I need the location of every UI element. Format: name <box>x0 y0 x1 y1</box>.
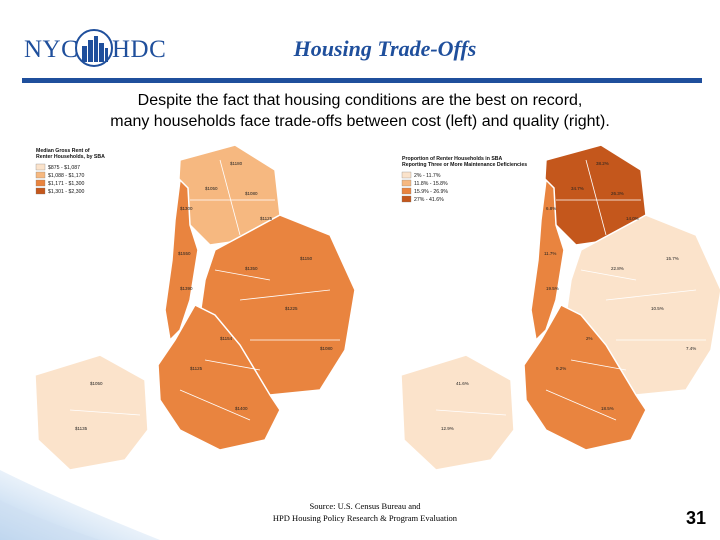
legend-label: $875 - $1,087 <box>48 165 80 171</box>
logo-text-left: NYC <box>24 36 79 63</box>
legend-label: 27% - 41.6% <box>414 197 444 203</box>
legend-swatch <box>401 187 412 195</box>
district-value-label: $1125 <box>260 216 273 221</box>
district-boundary <box>179 389 251 421</box>
legend-swatch <box>35 163 46 171</box>
legend-label: 2% - 11.7% <box>414 173 441 179</box>
district-boundary <box>580 269 637 281</box>
district-value-label: 38.2% <box>596 161 609 166</box>
legend-swatch <box>401 195 412 203</box>
district-value-label: 7.4% <box>686 346 696 351</box>
brooklyn-borough <box>523 304 647 451</box>
maintenance-deficiencies-map: Proportion of Renter Households in SBA R… <box>400 144 720 471</box>
district-value-label: 18.5% <box>601 406 614 411</box>
district-value-label: $1135 <box>75 426 88 431</box>
district-value-label: $1125 <box>190 366 203 371</box>
source-line-1: Source: U.S. Census Bureau and <box>309 501 421 511</box>
source-note: Source: U.S. Census Bureau and HPD Housi… <box>240 500 490 524</box>
district-value-label: 9.2% <box>556 366 566 371</box>
district-value-label: $1080 <box>245 191 258 196</box>
district-boundary <box>585 159 607 236</box>
district-boundary <box>605 289 697 301</box>
district-value-label: 15.7% <box>666 256 679 261</box>
district-value-label: 11.7% <box>544 251 556 256</box>
brooklyn-borough <box>157 304 281 451</box>
staten-island-borough <box>34 354 149 471</box>
corner-gradient-decoration <box>0 470 160 540</box>
district-value-label: 26.3% <box>611 191 624 196</box>
legend-label: 15.9% - 26.9% <box>414 189 448 195</box>
district-boundary <box>214 269 271 281</box>
district-value-label: $1300 <box>180 206 193 211</box>
district-value-label: $1400 <box>235 406 248 411</box>
subtitle-line-1: Despite the fact that housing conditions… <box>137 92 583 109</box>
district-value-label: $1225 <box>285 306 298 311</box>
district-value-label: $1150 <box>300 256 313 261</box>
legend-label: $1,171 - $1,300 <box>48 181 84 187</box>
district-value-label: $1180 <box>230 161 243 166</box>
district-boundary <box>69 409 141 416</box>
legend: Proportion of Renter Households in SBA R… <box>401 156 527 203</box>
district-value-label: $1050 <box>90 381 103 386</box>
district-value-label: 41.6% <box>456 381 469 386</box>
district-value-label: 19.5% <box>546 286 559 291</box>
district-value-label: $1350 <box>245 266 258 271</box>
source-line-2: HPD Housing Policy Research & Program Ev… <box>272 513 458 523</box>
district-value-label: 6.8% <box>546 206 556 211</box>
legend-title-line-2: Reporting Three or More Maintenance Defi… <box>402 162 527 168</box>
subtitle-line-2: many households face trade-offs between … <box>110 113 610 130</box>
legend-title-line-1: Median Gross Rent of <box>36 148 90 154</box>
legend-label: 11.8% - 15.8% <box>414 181 448 187</box>
district-value-label: 12.9% <box>441 426 454 431</box>
district-boundary <box>435 409 507 416</box>
legend: Median Gross Rent of Renter Households, … <box>35 148 105 195</box>
district-value-label: $1050 <box>205 186 218 191</box>
legend-swatch <box>35 179 46 187</box>
district-value-label: $1154 <box>220 336 233 341</box>
legend-title-line-1: Proportion of Renter Households in SBA <box>402 156 503 162</box>
district-value-label: 22.8% <box>611 266 624 271</box>
median-rent-map: Median Gross Rent of Renter Households, … <box>34 144 356 471</box>
page-title: Housing Trade-Offs <box>293 36 477 61</box>
district-value-label: $1550 <box>178 251 191 256</box>
district-value-label: 34.7% <box>571 186 584 191</box>
district-value-label: $1390 <box>180 286 193 291</box>
district-value-label: $1080 <box>320 346 333 351</box>
district-value-label: 14.0% <box>626 216 639 221</box>
legend-title-line-2: Renter Households, by SBA <box>36 154 105 160</box>
subtitle: Despite the fact that housing conditions… <box>20 90 700 132</box>
page-number: 31 <box>685 508 706 528</box>
legend-swatch <box>35 187 46 195</box>
legend-swatch <box>401 179 412 187</box>
legend-label: $1,301 - $2,300 <box>48 189 84 195</box>
district-boundary <box>239 289 331 301</box>
district-boundary <box>219 159 241 236</box>
district-boundary <box>570 359 627 371</box>
title-divider <box>22 78 702 83</box>
legend-swatch <box>35 171 46 179</box>
skyline-icon <box>75 29 113 67</box>
district-boundary <box>204 359 261 371</box>
district-boundary <box>545 389 617 421</box>
district-value-label: 10.5% <box>651 306 664 311</box>
legend-swatch <box>401 171 412 179</box>
logo-text-right: HDC <box>112 36 167 63</box>
district-value-label: 2% <box>586 336 593 341</box>
staten-island-borough <box>400 354 515 471</box>
legend-label: $1,088 - $1,170 <box>48 173 84 179</box>
nyc-hdc-logo: NYC HDC <box>22 26 167 72</box>
